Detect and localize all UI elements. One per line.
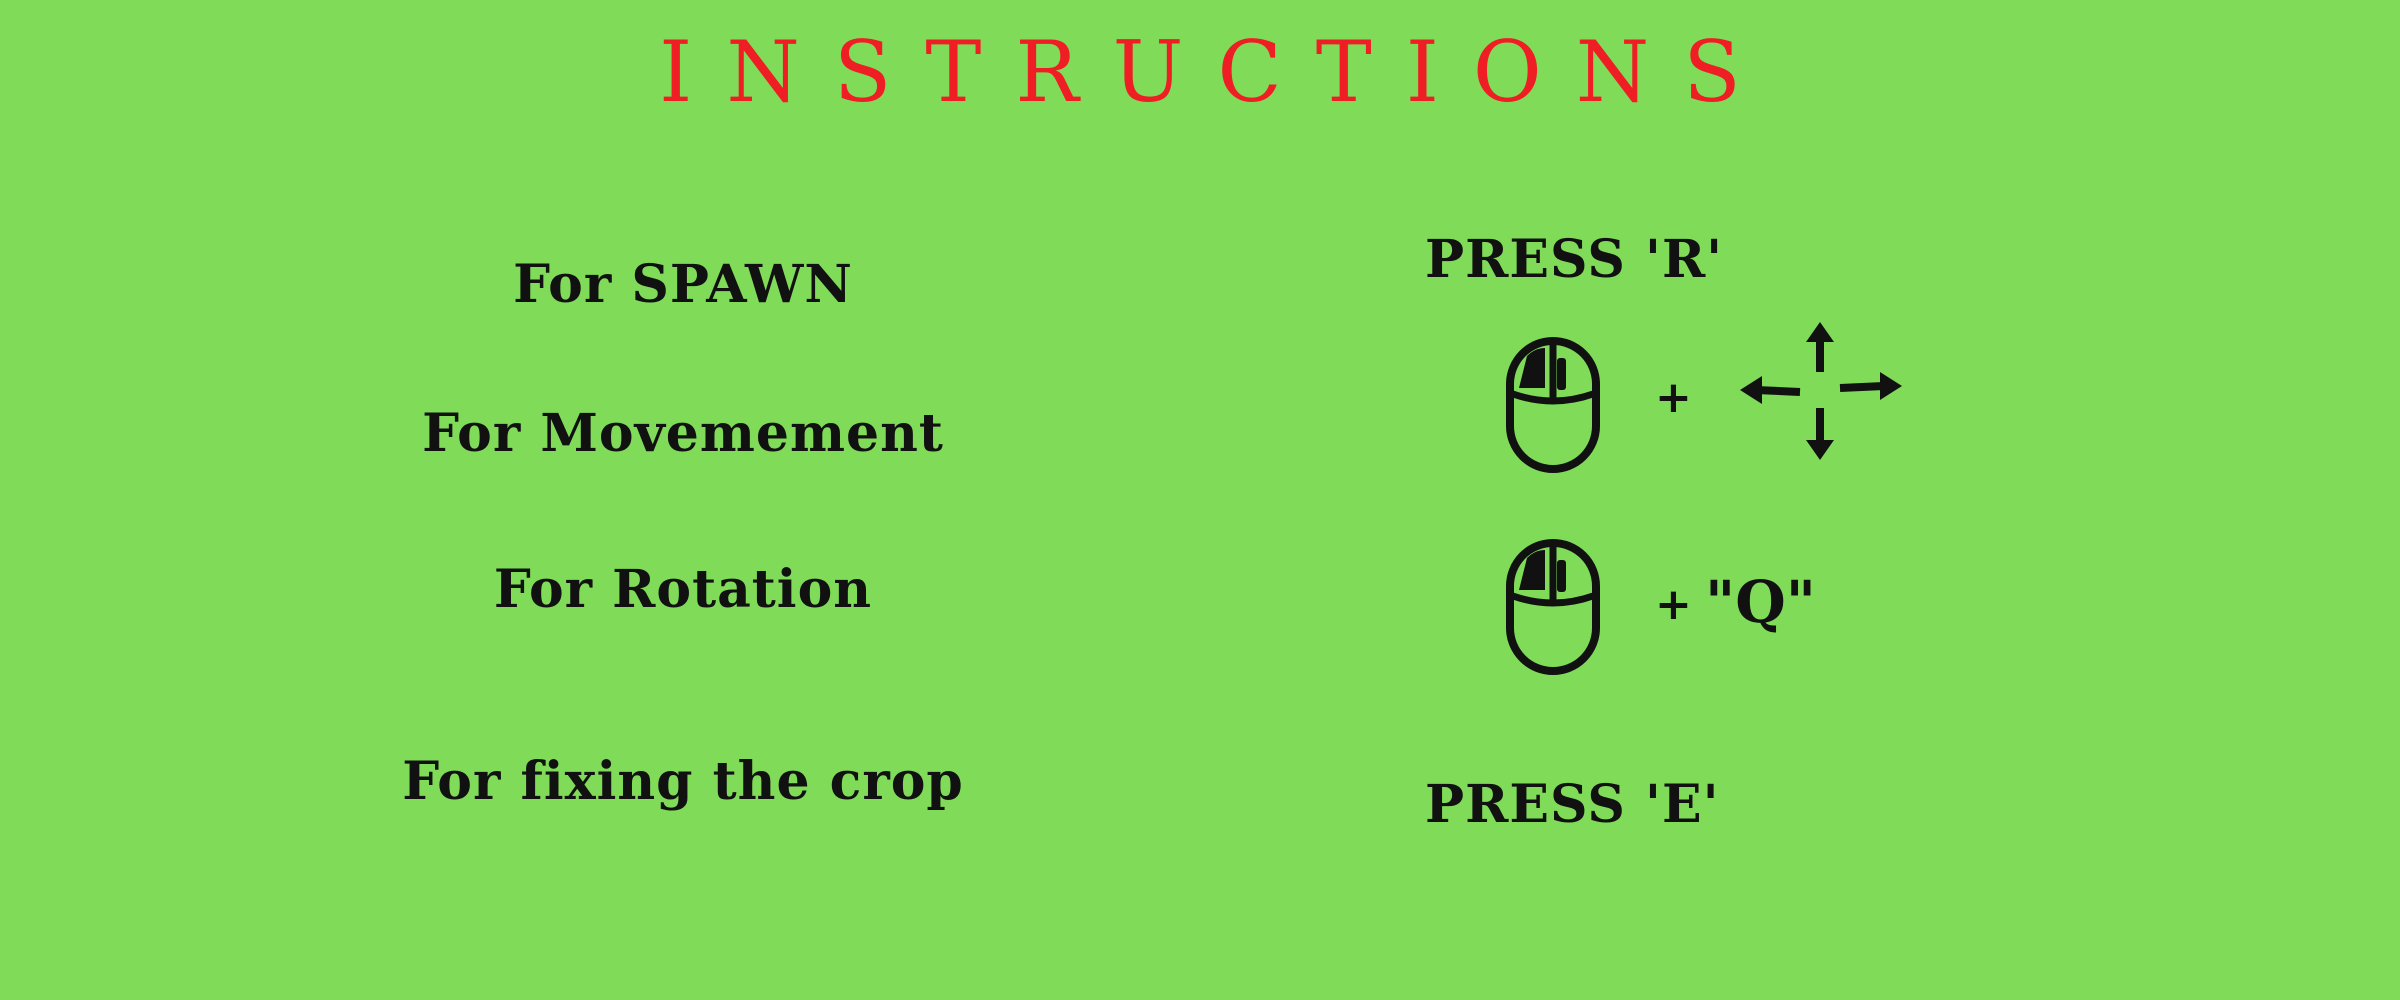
label-spawn: For SPAWN	[513, 254, 853, 315]
press-e-instruction: PRESS 'E'	[1425, 774, 1720, 835]
label-fix-crop: For fixing the crop	[402, 751, 964, 812]
mouse-left-click-icon-rotation	[1506, 539, 1600, 675]
label-rotation: For Rotation	[493, 559, 873, 620]
key-q: "Q"	[1705, 568, 1816, 636]
press-r-instruction: PRESS 'R'	[1425, 229, 1724, 290]
plus-sign-rotation: +	[1655, 579, 1692, 630]
plus-sign-movement: +	[1655, 372, 1692, 423]
label-movement: For Movemement	[422, 403, 944, 464]
mouse-left-click-icon	[1506, 337, 1600, 473]
four-direction-arrows-icon	[1740, 322, 1902, 460]
page-title: INSTRUCTIONS	[659, 23, 1775, 121]
